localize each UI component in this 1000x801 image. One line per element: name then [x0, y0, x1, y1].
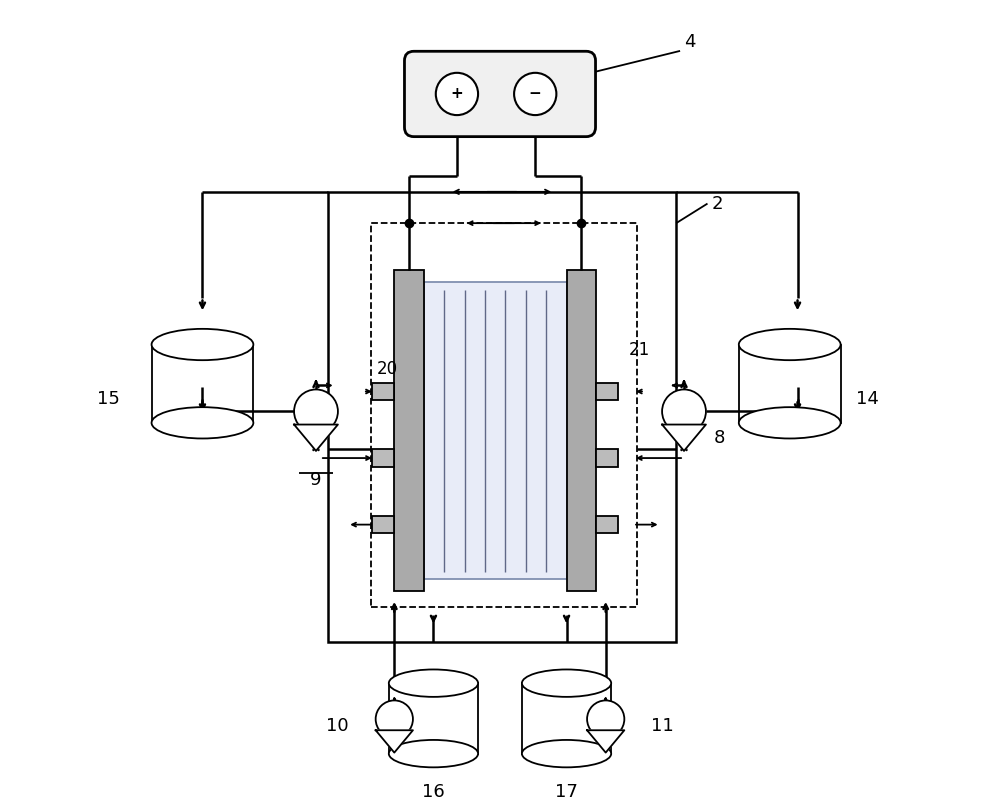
Bar — [739, 344, 841, 423]
Polygon shape — [294, 425, 338, 451]
Circle shape — [587, 700, 624, 738]
Ellipse shape — [739, 329, 841, 360]
Text: +: + — [451, 87, 463, 102]
Circle shape — [436, 73, 478, 115]
Ellipse shape — [739, 407, 841, 438]
Ellipse shape — [152, 407, 253, 438]
Bar — [567, 270, 596, 591]
Bar — [372, 383, 394, 400]
Text: 17: 17 — [555, 783, 578, 801]
Bar — [394, 270, 424, 591]
Bar — [152, 344, 253, 423]
Circle shape — [662, 389, 706, 433]
Polygon shape — [376, 731, 413, 753]
Ellipse shape — [152, 329, 253, 360]
Text: 14: 14 — [856, 390, 879, 409]
Bar — [596, 449, 618, 467]
Text: 11: 11 — [651, 717, 674, 735]
Text: 15: 15 — [97, 390, 120, 409]
Bar — [372, 516, 394, 533]
Bar — [389, 683, 478, 754]
Polygon shape — [662, 425, 706, 451]
FancyBboxPatch shape — [404, 51, 596, 137]
Bar — [596, 516, 618, 533]
Bar — [372, 449, 394, 467]
Ellipse shape — [522, 740, 611, 767]
Text: 9: 9 — [310, 470, 322, 489]
Bar — [371, 223, 637, 607]
Ellipse shape — [389, 740, 478, 767]
Text: 10: 10 — [326, 717, 349, 735]
Text: 20: 20 — [377, 360, 398, 378]
Circle shape — [514, 73, 556, 115]
Text: 2: 2 — [711, 195, 723, 212]
Text: 4: 4 — [684, 33, 696, 51]
Text: 8: 8 — [714, 429, 725, 447]
Text: 16: 16 — [422, 783, 445, 801]
Bar — [328, 191, 676, 642]
Ellipse shape — [522, 670, 611, 697]
Circle shape — [376, 700, 413, 738]
Polygon shape — [587, 731, 624, 753]
Text: −: − — [529, 87, 542, 102]
Ellipse shape — [389, 670, 478, 697]
Circle shape — [294, 389, 338, 433]
Bar — [424, 282, 567, 579]
Bar — [522, 683, 611, 754]
Bar — [596, 383, 618, 400]
Text: 21: 21 — [629, 340, 650, 359]
